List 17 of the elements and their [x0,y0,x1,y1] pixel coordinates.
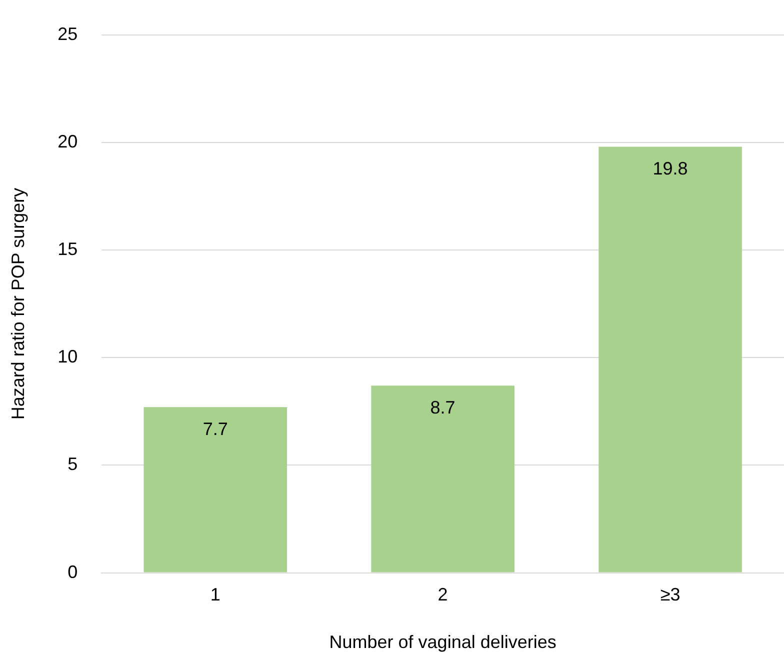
y-tick-label: 25 [58,24,78,44]
y-tick-label: 0 [68,562,78,582]
y-tick-label: 10 [58,346,78,367]
x-tick-label: 2 [438,584,448,605]
bar [144,407,287,572]
data-label: 7.7 [202,419,228,440]
y-tick-label: 15 [58,238,78,259]
bar [371,386,514,572]
y-tick-label: 5 [68,454,78,474]
y-axis-title: Hazard ratio for POP surgery [8,188,28,420]
x-tick-label: 1 [210,584,220,605]
data-label: 8.7 [430,398,456,418]
bar [598,146,742,572]
y-tick-label: 20 [58,131,78,152]
x-axis-title: Number of vaginal deliveries [329,632,556,652]
x-tick-label: ≥3 [660,584,680,605]
data-label: 19.8 [652,158,688,179]
